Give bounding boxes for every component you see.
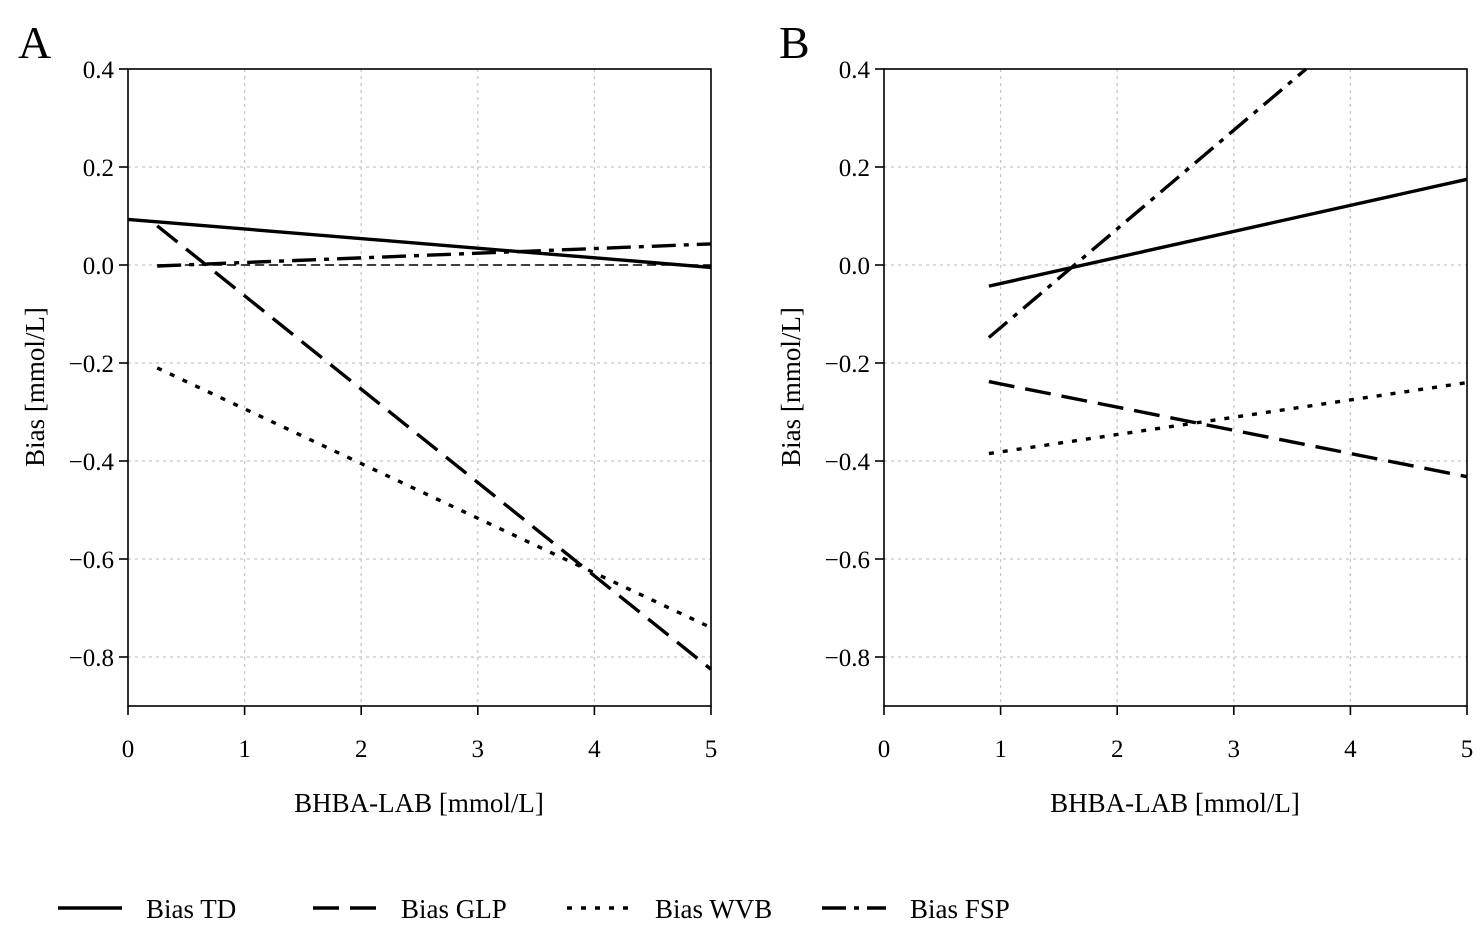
- panel-a-y-axis-title: Bias [mmol/L]: [20, 307, 50, 467]
- legend-item-fsp: Bias FSP: [822, 894, 1010, 924]
- panel-b-y-tick-labels: 0.4 0.2 0.0 −0.2 −0.4 −0.6 −0.8: [825, 57, 871, 672]
- panel-b-x-tick-label: 5: [1461, 736, 1474, 763]
- panel-a-series-bias-td: [127, 217, 712, 270]
- panel-b-series-bias-fsp: [987, 67, 1308, 339]
- panel-a-series-bias-glp: [156, 224, 713, 671]
- panel-a-ticks: [119, 68, 712, 715]
- legend-item-td: Bias TD: [58, 894, 236, 924]
- panel-b-label: B: [779, 17, 810, 68]
- panel-a-x-tick-label: 1: [238, 736, 251, 763]
- panel-a-y-tick-label: 0.2: [83, 155, 114, 182]
- panel-b-grid: [884, 69, 1467, 706]
- panel-a-y-tick-label: 0.4: [83, 57, 115, 84]
- legend-label-glp: Bias GLP: [401, 894, 507, 924]
- panel-a-label: A: [18, 17, 51, 68]
- panel-b-series: [987, 67, 1468, 479]
- panel-b-ticks: [875, 68, 1468, 715]
- panel-b-x-tick-label: 4: [1344, 736, 1357, 763]
- panel-b-y-tick-label: −0.2: [825, 351, 870, 378]
- panel-a: A 0 1 2 3 4 5 0.4 0.2 0.0 −0.2 −0.4 −0.6 −0.8 BHBA-…: [18, 17, 717, 818]
- panel-a-y-tick-labels: 0.4 0.2 0.0 −0.2 −0.4 −0.6 −0.8: [69, 57, 115, 672]
- panel-a-x-tick-label: 3: [472, 736, 485, 763]
- panel-a-series: [127, 217, 713, 671]
- panel-b-y-tick-label: 0.2: [839, 155, 870, 182]
- panel-b-x-axis-title: BHBA-LAB [mmol/L]: [1050, 788, 1300, 818]
- panel-a-y-tick-label: −0.8: [69, 645, 114, 672]
- legend-item-wvb: Bias WVB: [567, 894, 772, 924]
- panel-a-y-tick-label: −0.2: [69, 351, 114, 378]
- panel-a-x-tick-label: 4: [588, 736, 601, 763]
- panel-a-grid: [128, 69, 711, 706]
- panel-b-y-tick-label: −0.4: [825, 449, 871, 476]
- panel-b-x-tick-label: 2: [1111, 736, 1124, 763]
- panel-b-x-tick-labels: 0 1 2 3 4 5: [878, 736, 1474, 763]
- panel-a-y-tick-label: −0.6: [69, 547, 114, 574]
- panel-b-y-tick-label: 0.4: [839, 57, 871, 84]
- panel-b-series-bias-td: [988, 177, 1468, 288]
- panel-b-y-axis-title: Bias [mmol/L]: [776, 307, 806, 467]
- panel-a-x-tick-label: 5: [705, 736, 718, 763]
- legend-item-glp: Bias GLP: [313, 894, 507, 924]
- legend: Bias TD Bias GLP Bias WVB Bias FSP: [58, 894, 1010, 924]
- panel-a-y-tick-label: −0.4: [69, 449, 115, 476]
- panel-b-y-tick-label: −0.6: [825, 547, 870, 574]
- panel-a-x-tick-label: 2: [355, 736, 368, 763]
- panel-b-x-tick-label: 0: [878, 736, 891, 763]
- legend-label-wvb: Bias WVB: [655, 894, 772, 924]
- panel-a-series-bias-fsp: [157, 242, 712, 268]
- panel-b-series-bias-wvb: [988, 380, 1468, 456]
- panel-a-series-bias-wvb: [156, 366, 712, 630]
- panel-a-x-tick-label: 0: [122, 736, 135, 763]
- panel-a-x-tick-labels: 0 1 2 3 4 5: [122, 736, 718, 763]
- panel-b-y-tick-label: 0.0: [839, 253, 870, 280]
- panel-b-series-bias-glp: [988, 379, 1468, 479]
- panel-b-y-tick-label: −0.8: [825, 645, 870, 672]
- panel-b: B 0 1 2 3 4 5 0.4 0.2 0.0 −0.2 −0.4 −0.6 −0.8 BHBA-…: [776, 17, 1473, 818]
- panel-a-x-axis-title: BHBA-LAB [mmol/L]: [294, 788, 544, 818]
- panel-a-plot-frame: [127, 68, 712, 707]
- legend-label-fsp: Bias FSP: [910, 894, 1010, 924]
- panel-b-plot-frame: [883, 68, 1468, 707]
- legend-label-td: Bias TD: [146, 894, 236, 924]
- panel-b-x-tick-label: 3: [1228, 736, 1241, 763]
- panel-b-x-tick-label: 1: [994, 736, 1007, 763]
- panel-a-y-tick-label: 0.0: [83, 253, 114, 280]
